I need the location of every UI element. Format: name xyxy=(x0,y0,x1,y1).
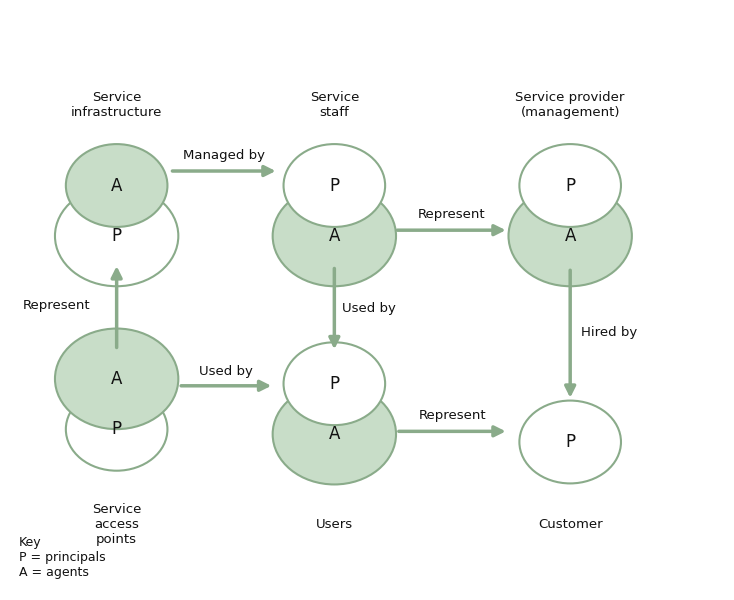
Text: A: A xyxy=(111,370,123,388)
Text: P: P xyxy=(565,176,575,194)
Text: A: A xyxy=(329,425,340,443)
Text: Service
staff: Service staff xyxy=(310,91,359,119)
Circle shape xyxy=(520,401,621,484)
Text: Used by: Used by xyxy=(341,302,396,316)
Text: Hired by: Hired by xyxy=(581,326,637,339)
Text: P: P xyxy=(112,227,122,245)
Circle shape xyxy=(520,144,621,227)
Circle shape xyxy=(283,343,385,425)
Circle shape xyxy=(66,144,167,227)
Circle shape xyxy=(55,185,178,286)
Circle shape xyxy=(509,185,632,286)
Text: P: P xyxy=(330,375,339,393)
Text: Service
infrastructure: Service infrastructure xyxy=(71,91,162,119)
Text: P: P xyxy=(330,176,339,194)
Text: Represent: Represent xyxy=(419,409,487,422)
Circle shape xyxy=(55,329,178,429)
Text: P: P xyxy=(112,420,122,438)
Text: Represent: Represent xyxy=(418,208,486,221)
Circle shape xyxy=(272,384,396,484)
Text: Customer: Customer xyxy=(538,518,603,532)
Text: A: A xyxy=(564,227,576,245)
Text: A: A xyxy=(111,176,123,194)
Circle shape xyxy=(66,388,167,470)
Text: P: P xyxy=(565,433,575,451)
Text: A: A xyxy=(329,227,340,245)
Circle shape xyxy=(283,144,385,227)
Text: Service
access
points: Service access points xyxy=(92,503,142,547)
Text: Represent: Represent xyxy=(22,299,90,313)
Text: Service provider
(management): Service provider (management) xyxy=(515,91,625,119)
Circle shape xyxy=(272,185,396,286)
Text: Users: Users xyxy=(316,518,353,532)
Text: Used by: Used by xyxy=(200,364,253,377)
Text: Managed by: Managed by xyxy=(183,149,265,161)
Text: Key
P = principals
A = agents: Key P = principals A = agents xyxy=(18,536,105,579)
